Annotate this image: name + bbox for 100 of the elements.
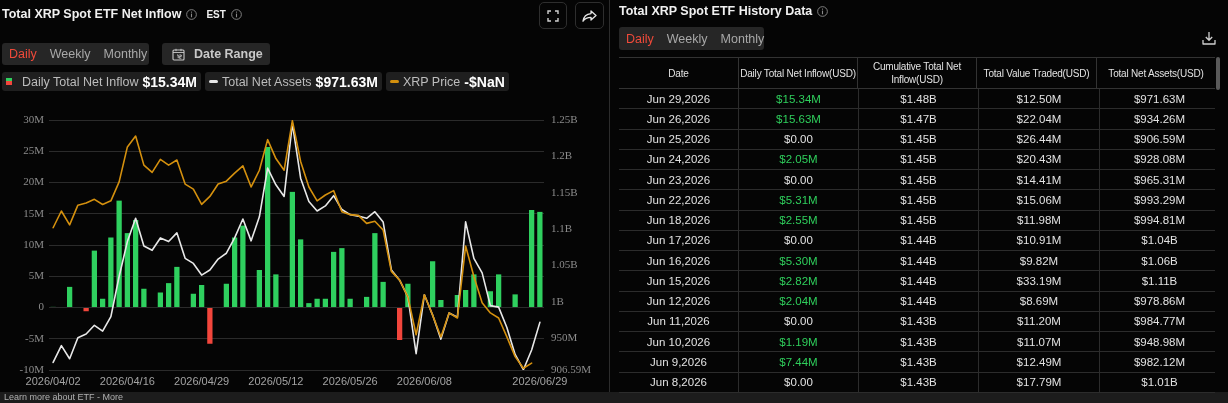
text: $1.45B [900,153,937,166]
bar [330,251,337,307]
bar [132,220,139,307]
y-tick-label: 0 [38,300,45,313]
text: Jun 9,2026 [650,355,707,368]
text: Jun 26,2026 [646,112,711,125]
text: $928.08M [1133,153,1186,166]
text: $15.34M [776,92,821,105]
text: $0.00 [784,173,813,186]
text: $15.63M [776,112,821,125]
text: $8.69M [1019,295,1059,308]
text: Jun 22,2026 [646,193,711,206]
text: $0.00 [784,133,813,146]
legend-label: XRP Price [402,74,461,89]
bar [314,298,320,307]
bar [157,292,164,307]
bar [396,308,403,340]
bar [322,298,329,307]
bar [256,270,263,307]
bar [289,191,296,307]
bar [438,300,444,307]
text: $1.43B [900,335,937,348]
text: $993.29M [1133,193,1186,206]
text: $1.44B [900,234,937,247]
text: Jun 10,2026 [646,335,711,348]
tab-bar: Daily Weekly Monthly [2,43,149,65]
bar [372,233,378,307]
bar [537,211,543,307]
x-tick-label: 2026/06/29 [512,374,568,387]
text: $11.98M [1017,214,1061,227]
bar [495,274,502,307]
text: $15.34M [142,73,197,90]
bar [380,281,386,307]
chart-title: Total XRP Spot ETF Net Inflow [2,7,182,21]
text: $33.19M [1016,274,1062,287]
bar [347,298,353,307]
text: Jun 15,2026 [646,274,711,287]
text: $971.63M [1133,92,1186,105]
y2-tick-label: 950M [551,331,578,344]
text: Jun 25,2026 [646,133,711,146]
bar [339,248,345,307]
text: $1.47B [900,112,937,125]
text: $1.43B [900,315,937,328]
text: $906.59M [1133,133,1186,146]
text: Jun 29,2026 [646,92,711,105]
tab-bar: Daily Weekly Monthly [619,27,764,50]
text: $1.06B [1141,254,1178,267]
text: Jun 12,2026 [646,295,711,308]
text: $9.82M [1019,254,1059,267]
bar [91,250,98,307]
text: $14.41M [1016,173,1062,186]
y-tick-label: 10M [23,237,45,250]
text: Jun 11,2026 [647,315,710,328]
y2-tick-label: 1.2B [551,149,573,162]
y-tick-label: 5M [28,269,45,282]
text: $5.30M [779,254,818,267]
text: $965.31M [1133,173,1186,186]
text: $20.43M [1016,153,1062,166]
bar [141,288,147,307]
y2-tick-label: 1.25B [551,112,578,125]
text: Jun 23,2026 [646,173,711,186]
text: $11.20M [1017,315,1061,328]
text: Jun 17,2026 [646,234,711,247]
text: $22.04M [1016,112,1062,125]
x-tick-label: 2026/06/08 [396,374,452,387]
text: Jun 16,2026 [646,254,711,267]
x-tick-label: 2026/05/12 [248,374,304,387]
legend-label: Total Net Assets [221,74,312,89]
text: $1.45B [900,173,937,186]
text: $1.44B [900,295,937,308]
y-tick-label: -5M [25,331,45,344]
text: Total Value Traded(USD) [983,66,1090,80]
text: Learn more about ETF - More [4,392,124,402]
text: $15.06M [1016,193,1062,206]
y-tick-label: 20M [23,175,45,188]
text: $0.00 [784,376,813,389]
text: Daily Total Net Inflow(USD) [740,66,856,80]
legend-label: Daily Total Net Inflow [22,74,139,89]
bar [207,308,213,344]
text: $17.79M [1016,376,1062,389]
y-tick-label: 25M [23,144,45,157]
text: $2.55M [779,214,818,227]
text: $0.00 [784,315,813,328]
bar [99,298,106,307]
text: $982.12M [1133,355,1186,368]
y2-tick-label: 1.05B [551,258,578,271]
text: Jun 24,2026 [646,153,711,166]
date-range-button: Date Range [162,43,270,65]
y2-tick-label: 906.59M [551,362,592,375]
text: $1.01B [1141,376,1178,389]
bar [512,294,518,307]
bar [165,283,172,307]
bar [66,286,73,307]
text: $1.44B [900,254,937,267]
bar [240,225,246,307]
text: $10.91M [1016,234,1062,247]
text: $5.31M [779,193,818,206]
bar [108,237,114,307]
y2-tick-label: 1B [551,294,564,307]
text: $2.82M [779,274,818,287]
